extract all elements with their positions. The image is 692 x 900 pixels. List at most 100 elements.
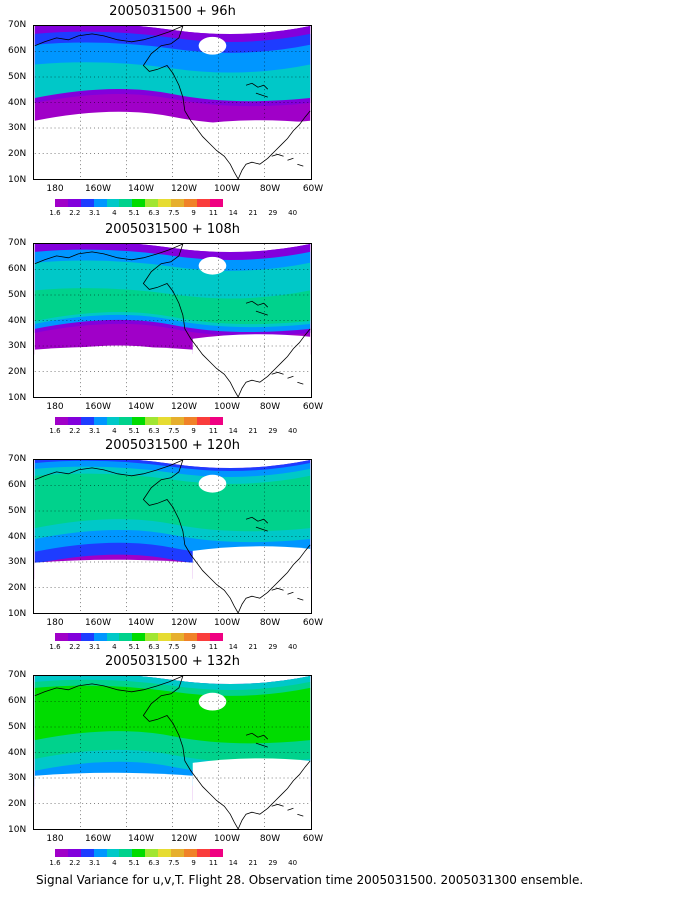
colorbar-swatch: [145, 199, 159, 207]
colorbar-label: 3.1: [89, 209, 101, 217]
caribbean-islands: [271, 371, 304, 385]
caribbean-islands: [271, 587, 304, 601]
colorbar-label: 5.1: [128, 859, 140, 867]
low-variance-area: [34, 131, 193, 179]
colorbar-label: 21: [248, 427, 258, 435]
longitude-label: 120W: [170, 618, 198, 628]
colorbar-swatch: [158, 849, 172, 857]
coastline: [34, 26, 184, 47]
coastline: [34, 244, 184, 265]
lakes: [245, 516, 269, 532]
colorbar-swatch: [132, 849, 146, 857]
low-variance-area: [34, 772, 193, 829]
latitude-label: 40N: [8, 531, 27, 542]
colorbar-label: 1.6: [49, 209, 61, 217]
colorbar-label: 4: [112, 859, 117, 867]
colorbar-label: 2.2: [69, 427, 81, 435]
colorbar-label: 14: [228, 209, 238, 217]
colorbar-swatch: [209, 417, 223, 425]
colorbar-label: 4: [112, 427, 117, 435]
colorbar-label: 11: [208, 859, 218, 867]
longitude-label: 60W: [302, 834, 324, 844]
longitude-label: 160W: [84, 834, 112, 844]
longitude-label: 80W: [259, 184, 281, 194]
longitude-label: 160W: [84, 618, 112, 628]
latitude-label: 60N: [8, 479, 27, 490]
colorbar-swatch: [106, 417, 120, 425]
colorbar-label: 3.1: [89, 859, 101, 867]
latitude-label: 20N: [8, 149, 27, 160]
colorbar-swatch: [67, 199, 81, 207]
colorbar-label: 7.5: [168, 209, 180, 217]
longitude-label: 160W: [84, 184, 112, 194]
contour-map: [33, 243, 312, 398]
colorbar-label: 4: [112, 209, 117, 217]
coastline: [237, 110, 311, 179]
colorbar: [55, 417, 223, 425]
colorbar-label: 7.5: [168, 643, 180, 651]
colorbar-swatch: [119, 417, 133, 425]
longitude-label: 60W: [302, 618, 324, 628]
colorbar-label: 21: [248, 859, 258, 867]
colorbar-swatch: [132, 633, 146, 641]
latitude-label: 20N: [8, 583, 27, 594]
longitude-label: 180: [46, 834, 64, 844]
colorbar-label: 9: [191, 643, 196, 651]
longitude-label: 140W: [127, 402, 155, 412]
latitude-label: 70N: [8, 454, 27, 464]
colorbar-label: 9: [191, 859, 196, 867]
colorbar-label: 29: [268, 643, 278, 651]
latitude-label: 60N: [8, 263, 27, 274]
colorbar-swatch: [145, 633, 159, 641]
latitude-label: 10N: [8, 609, 27, 619]
longitude-label: 180: [46, 618, 64, 628]
longitude-label: 100W: [213, 184, 241, 194]
colorbar-swatch: [196, 417, 210, 425]
colorbar-swatch: [158, 417, 172, 425]
colorbar: [55, 849, 223, 857]
colorbar-label: 6.3: [148, 427, 160, 435]
longitude-label: 120W: [170, 834, 198, 844]
colorbar-swatch: [93, 199, 107, 207]
lakes: [245, 300, 269, 316]
colorbar-swatch: [183, 849, 197, 857]
colorbar-swatch: [119, 849, 133, 857]
longitude-label: 100W: [213, 834, 241, 844]
colorbar-swatch: [209, 199, 223, 207]
colorbar-label: 21: [248, 643, 258, 651]
contour-map: [33, 459, 312, 614]
coastline: [142, 244, 239, 397]
colorbar-label: 6.3: [148, 643, 160, 651]
colorbar-label: 6.3: [148, 859, 160, 867]
colorbar-swatch: [80, 633, 94, 641]
colorbar-label: 11: [208, 643, 218, 651]
colorbar-swatch: [106, 633, 120, 641]
colorbar-swatch: [55, 633, 68, 641]
latitude-label: 50N: [8, 721, 27, 732]
map-panel: 2005031500 + 132h 70N 60N 50N 40N 30N 20N 10N 18…: [0, 654, 340, 869]
caribbean-islands: [271, 153, 304, 167]
colorbar-label: 1.6: [49, 859, 61, 867]
colorbar-swatch: [55, 199, 68, 207]
colorbar-label: 14: [228, 427, 238, 435]
contour-band: [34, 685, 311, 744]
colorbar-label: 3.1: [89, 427, 101, 435]
colorbar-swatch: [196, 633, 210, 641]
colorbar-swatch: [209, 633, 223, 641]
low-variance-area: [198, 256, 227, 275]
colorbar-label: 11: [208, 209, 218, 217]
longitude-label: 120W: [170, 184, 198, 194]
panel-title: 2005031500 + 108h: [105, 222, 240, 237]
colorbar: [55, 199, 223, 207]
latitude-label: 70N: [8, 238, 27, 248]
colorbar-label: 6.3: [148, 209, 160, 217]
colorbar-swatch: [196, 199, 210, 207]
colorbar-swatch: [145, 417, 159, 425]
colorbar-swatch: [106, 849, 120, 857]
low-variance-area: [198, 36, 227, 55]
lakes: [245, 82, 269, 98]
colorbar-swatch: [67, 849, 81, 857]
longitude-label: 80W: [259, 618, 281, 628]
colorbar-label: 29: [268, 427, 278, 435]
latitude-label: 50N: [8, 71, 27, 82]
